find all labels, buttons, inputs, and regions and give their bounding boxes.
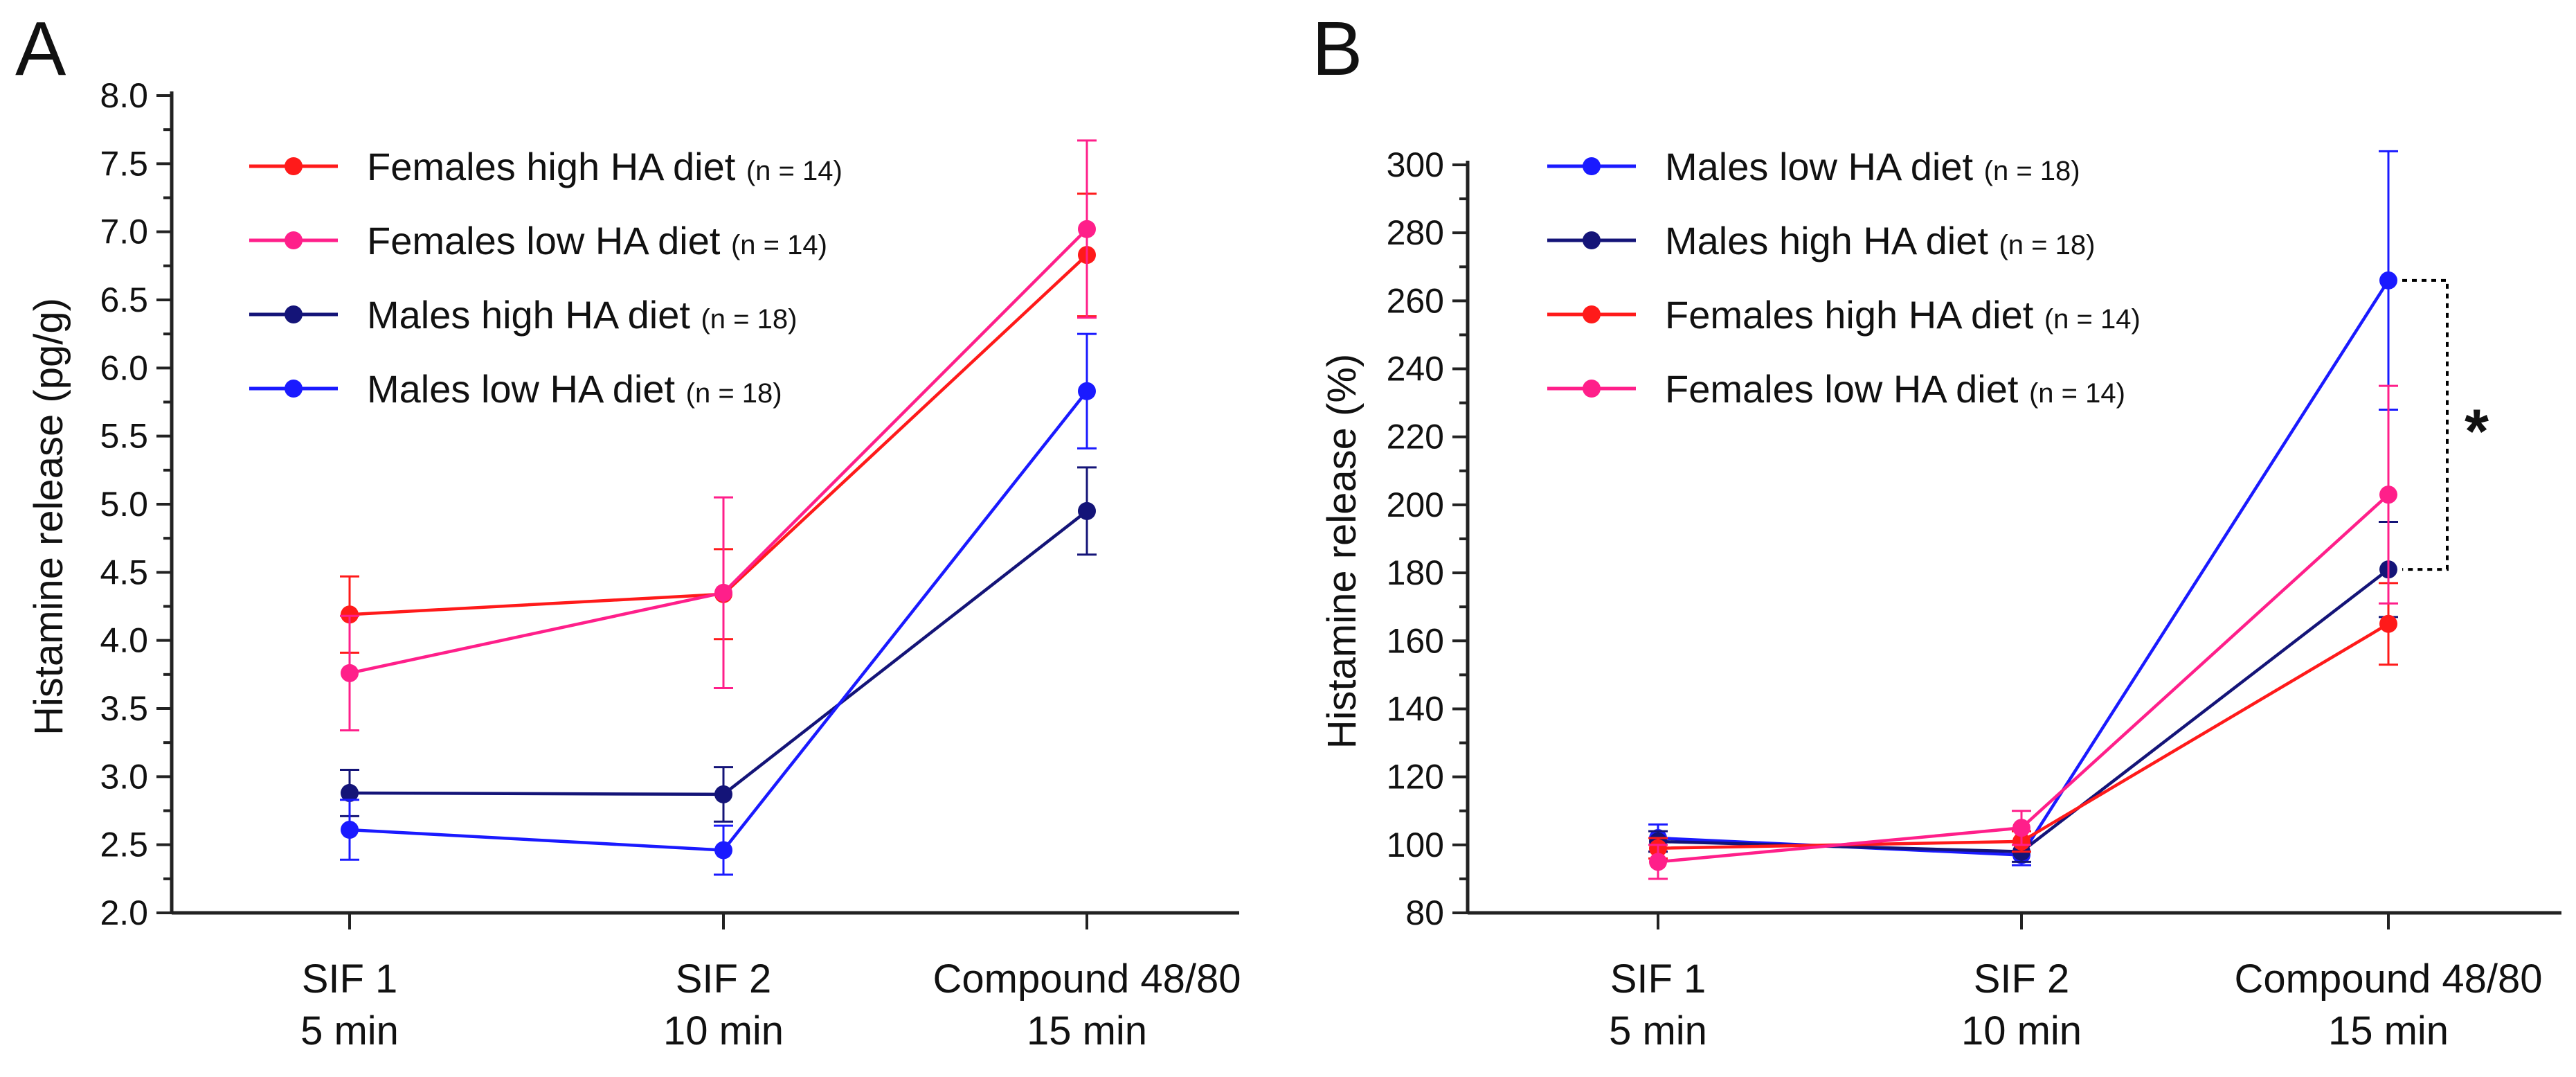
legend-sample-size: (n = 18) xyxy=(701,304,797,335)
y-tick-label: 200 xyxy=(1387,486,1444,524)
y-tick-label: 240 xyxy=(1387,350,1444,389)
legend-marker xyxy=(285,231,303,249)
y-tick-label: 120 xyxy=(1387,758,1444,796)
data-point xyxy=(341,605,359,624)
legend-marker xyxy=(1583,305,1601,323)
y-tick-label: 3.5 xyxy=(100,689,148,728)
y-tick-label: 4.5 xyxy=(100,553,148,591)
x-category-sublabel: 15 min xyxy=(1027,1008,1147,1053)
data-point xyxy=(341,821,359,839)
y-tick-label: 3.0 xyxy=(100,757,148,796)
legend-label: Females high HA diet (n = 14) xyxy=(367,145,843,188)
series-line-males-low-ha-diet xyxy=(349,390,1088,852)
series-line-females-low-ha-diet xyxy=(1657,493,2390,864)
data-point xyxy=(1078,220,1096,238)
data-point xyxy=(714,841,732,860)
y-axis-title: Histamine release (pg/g) xyxy=(26,298,71,736)
y-tick-label: 220 xyxy=(1387,418,1444,456)
legend-sample-size: (n = 14) xyxy=(2029,378,2125,409)
data-point xyxy=(2012,819,2030,837)
y-tick-label: 100 xyxy=(1387,826,1444,864)
legend-series-name: Males low HA diet xyxy=(1665,145,1984,188)
y-tick-label: 160 xyxy=(1387,621,1444,660)
series-line-males-high-ha-diet xyxy=(1657,568,2390,853)
legend-marker xyxy=(1583,380,1601,398)
y-tick-label: 6.0 xyxy=(100,348,148,387)
legend-series-name: Females low HA diet xyxy=(1665,367,2029,411)
legend-sample-size: (n = 14) xyxy=(731,230,827,260)
y-tick-label: 2.5 xyxy=(100,826,148,864)
legend-label: Females high HA diet (n = 14) xyxy=(1665,293,2141,337)
y-axis-title: Histamine release (%) xyxy=(1319,354,1364,749)
legend-sample-size: (n = 18) xyxy=(1999,230,2095,260)
legend-marker xyxy=(1583,231,1601,249)
legend-label: Females low HA diet (n = 14) xyxy=(1665,367,2125,411)
legend-sample-size: (n = 18) xyxy=(686,378,782,409)
x-category-label: SIF 1 xyxy=(302,956,398,1002)
legend-marker xyxy=(285,305,303,323)
x-category-label: Compound 48/80 xyxy=(933,956,1241,1002)
legend-label: Males low HA diet (n = 18) xyxy=(1665,145,2080,188)
x-category-label: SIF 2 xyxy=(1974,956,2070,1002)
y-tick-label: 5.0 xyxy=(100,485,148,524)
data-point xyxy=(341,664,359,682)
legend-sample-size: (n = 14) xyxy=(2044,304,2141,335)
x-category-label: Compound 48/80 xyxy=(2235,956,2543,1002)
x-category-label: SIF 2 xyxy=(676,956,772,1002)
series-line-males-high-ha-diet xyxy=(349,510,1088,796)
y-tick-label: 280 xyxy=(1387,213,1444,252)
y-tick-label: 5.5 xyxy=(100,417,148,456)
x-category-sublabel: 5 min xyxy=(1609,1008,1707,1053)
legend-marker xyxy=(1583,157,1601,175)
series-line-females-high-ha-diet xyxy=(1657,622,2390,850)
data-point xyxy=(1649,853,1667,871)
legend-series-name: Females low HA diet xyxy=(367,219,731,262)
legend-sample-size: (n = 14) xyxy=(746,156,843,186)
y-tick-label: 6.5 xyxy=(100,281,148,319)
legend-series-name: Males high HA diet xyxy=(367,293,701,337)
legend-series-name: Males low HA diet xyxy=(367,367,686,411)
legend-label: Males high HA diet (n = 18) xyxy=(1665,219,2095,262)
data-point xyxy=(2379,614,2397,633)
y-tick-label: 260 xyxy=(1387,281,1444,320)
data-point xyxy=(341,783,359,802)
legend-label: Males low HA diet (n = 18) xyxy=(367,367,782,411)
legend-series-name: Females high HA diet xyxy=(367,145,746,188)
x-category-sublabel: 15 min xyxy=(2328,1008,2449,1053)
x-category-label: SIF 1 xyxy=(1610,956,1706,1002)
legend-sample-size: (n = 18) xyxy=(1984,156,2080,186)
y-tick-label: 180 xyxy=(1387,553,1444,592)
legend-label: Females low HA diet (n = 14) xyxy=(367,219,827,262)
panel-a: A 2.0 2.5 3.0 3.5 4.0 4.5 5.0 5.5 6.0 6.5 7.0 7.5 8.0… xyxy=(15,6,1241,1053)
data-point xyxy=(714,583,732,602)
legend-marker xyxy=(285,380,303,398)
legend-series-name: Males high HA diet xyxy=(1665,219,1999,262)
panel-b: B 80 100 120 140 160 180 200 220 240 260 280 300 SIF … xyxy=(1312,6,2561,1053)
x-category-sublabel: 5 min xyxy=(300,1008,399,1053)
y-tick-label: 7.5 xyxy=(100,144,148,183)
panel-letter: B xyxy=(1312,6,1362,91)
y-tick-label: 140 xyxy=(1387,689,1444,728)
legend-label: Males high HA diet (n = 18) xyxy=(367,293,797,337)
significance-star: * xyxy=(2465,398,2489,467)
x-category-sublabel: 10 min xyxy=(1961,1008,2082,1053)
data-point xyxy=(2379,271,2397,290)
y-tick-label: 4.0 xyxy=(100,621,148,660)
data-point xyxy=(1078,382,1096,400)
data-point xyxy=(1078,501,1096,520)
legend-marker xyxy=(285,157,303,175)
data-point xyxy=(2379,486,2397,504)
data-point xyxy=(714,785,732,803)
y-tick-label: 2.0 xyxy=(100,893,148,932)
y-tick-label: 8.0 xyxy=(100,76,148,115)
y-tick-label: 7.0 xyxy=(100,213,148,251)
significance-bracket xyxy=(2402,278,2449,571)
legend-series-name: Females high HA diet xyxy=(1665,293,2044,337)
panel-letter: A xyxy=(15,6,66,91)
y-tick-label: 300 xyxy=(1387,145,1444,184)
x-category-sublabel: 10 min xyxy=(663,1008,784,1053)
y-tick-label: 80 xyxy=(1405,893,1444,932)
